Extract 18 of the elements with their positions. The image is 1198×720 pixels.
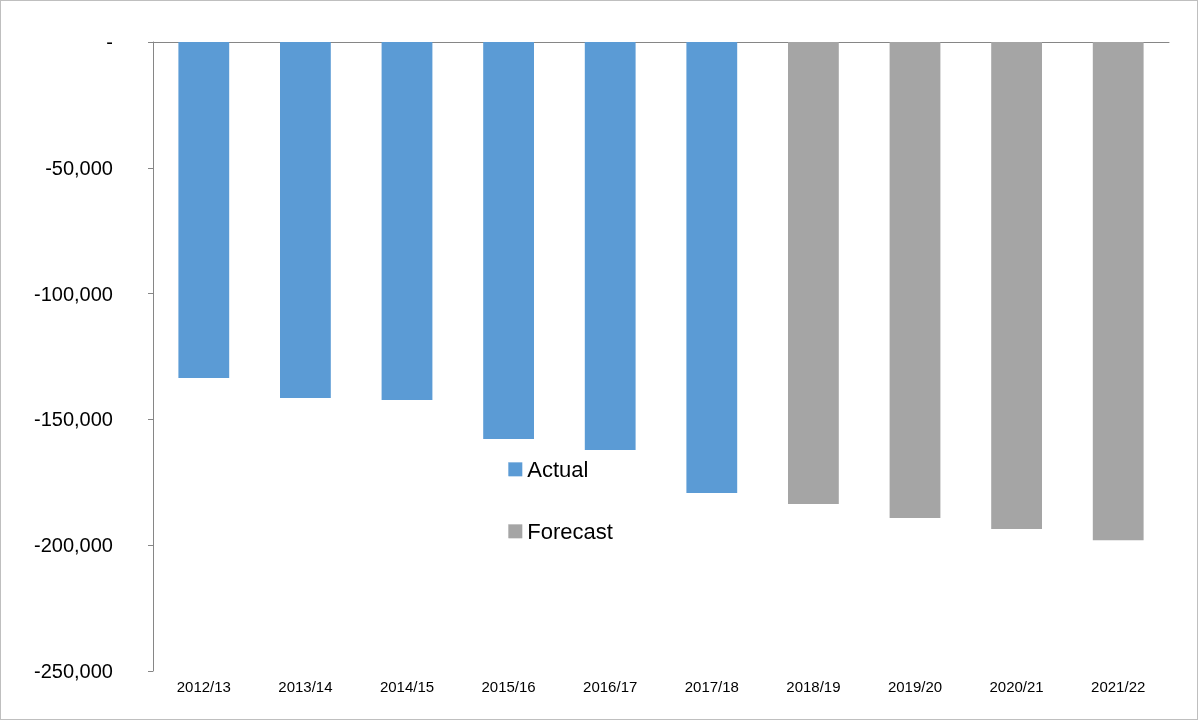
x-tick-label: 2016/17 [583,678,638,695]
x-tick-label: 2012/13 [176,678,231,695]
x-tick-label: 2015/16 [481,678,536,695]
y-tick-label: - [106,31,113,53]
y-tick-label: -100,000 [34,282,113,305]
x-tick-label: 2014/15 [379,678,435,695]
x-tick-label: 2018/19 [786,678,841,695]
legend-label: Forecast [527,518,613,544]
x-tick-label: 2019/20 [887,678,943,695]
x-tick-label: 2021/22 [1091,678,1146,695]
y-tick-label: -250,000 [34,660,113,682]
y-tick-label: -150,000 [34,408,113,431]
y-tick-label: -200,000 [34,534,113,557]
x-tick-label: 2020/21 [989,678,1044,695]
x-tick-label: 2017/18 [684,678,739,695]
x-tick-label: 2013/14 [278,678,333,695]
y-tick-label: -50,000 [45,156,113,179]
legend-label: Actual [527,456,589,482]
